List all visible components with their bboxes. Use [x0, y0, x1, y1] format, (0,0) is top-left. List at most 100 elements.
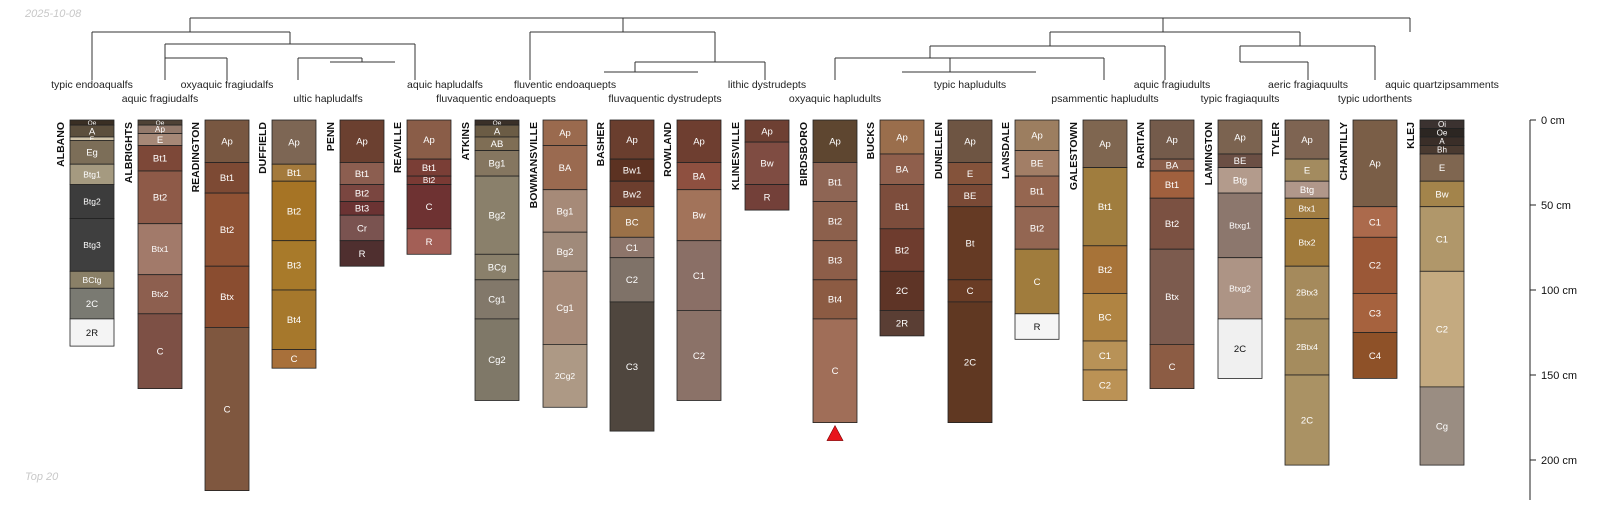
horizon-label: Ap — [693, 137, 705, 148]
horizon-cg1 — [542, 270, 588, 345]
profile-tyler: TYLER Ap E Btg Btx1 Btx2 2Btx3 2Btx4 2C — [1270, 119, 1330, 466]
horizon-bt2 — [879, 228, 925, 272]
taxon-label: fluventic endoaquepts — [514, 79, 616, 91]
taxon-label: oxyaquic fragiudalfs — [181, 79, 274, 91]
horizon-label: C1 — [693, 271, 705, 282]
profile-name: REAVILLE — [392, 122, 404, 173]
horizon-btxg2 — [1217, 257, 1263, 320]
horizon-label: C1 — [1099, 351, 1111, 362]
horizon-label: Ap — [1099, 139, 1111, 150]
horizon-label: E — [967, 169, 973, 180]
horizon-c2 — [609, 257, 655, 303]
horizon-bt1 — [137, 145, 183, 172]
horizon-label: Bt4 — [828, 295, 842, 306]
profile-lansdale: LANSDALE Ap BE Bt1 Bt2 C R — [1000, 119, 1060, 340]
horizon-label: Btxg1 — [1229, 220, 1251, 230]
horizon-label: Ap — [1166, 135, 1178, 146]
horizon-label: Oe — [1437, 129, 1448, 138]
horizon-label: C — [426, 202, 433, 213]
horizon-cg2 — [474, 318, 520, 401]
profile-bowmansville: BOWMANSVILLE Ap BA Bg1 Bg2 Cg1 2Cg2 — [528, 119, 588, 408]
horizon-label: Ap — [221, 137, 233, 148]
horizon-2r — [69, 318, 115, 347]
horizon-label: C — [291, 354, 298, 365]
profile-klinesville: KLINESVILLE Ap Bw R — [730, 119, 790, 211]
profile-name: BIRDSBORO — [798, 122, 810, 186]
horizon-label: Bg2 — [557, 247, 574, 258]
profile-name: ALBANO — [55, 122, 67, 167]
horizon-ba — [542, 145, 588, 191]
horizon-label: Bt2 — [828, 216, 842, 227]
profile-reaville: REAVILLE Ap Bt1 Bt2 C R — [392, 119, 452, 255]
horizon-label: 2Btx3 — [1296, 288, 1318, 298]
horizon-label: C2 — [1099, 381, 1111, 392]
horizon-label: Bg1 — [489, 159, 506, 170]
horizon-label: Bt1 — [895, 202, 909, 213]
horizon-label: Bg1 — [557, 206, 574, 217]
taxon-label: typic endoaqualfs — [51, 79, 133, 91]
horizon-bt2 — [1149, 197, 1195, 250]
horizon-2r — [879, 309, 925, 337]
horizon-label: Bt3 — [287, 261, 301, 272]
profile-basher: BASHER Ap Bw1 Bw2 BC C1 C2 C3 — [595, 119, 655, 432]
horizon-label: BE — [1031, 159, 1044, 170]
profile-galestown: GALESTOWN Ap Bt1 Bt2 BC C1 C2 — [1068, 119, 1128, 401]
horizon-ap — [1284, 119, 1330, 160]
horizon-label: Btg2 — [83, 197, 101, 207]
horizon-c4 — [1352, 332, 1398, 379]
horizon-label: Btxg2 — [1229, 283, 1251, 293]
horizon-bt2 — [204, 192, 250, 267]
horizon-label: C — [1034, 277, 1041, 288]
horizon-label: Bt2 — [1030, 223, 1044, 234]
horizon-label: Btx1 — [1298, 203, 1315, 213]
horizon-c3 — [609, 301, 655, 432]
taxon-label: aquic fragiudults — [1134, 79, 1210, 91]
horizon-bt1 — [1082, 167, 1128, 247]
axis-tick-label: 150 cm — [1541, 370, 1577, 382]
horizon-label: Bw — [760, 159, 773, 170]
horizon-label: Bt2 — [355, 188, 369, 199]
horizon-label: Bw1 — [623, 165, 641, 176]
horizon-label: C3 — [1369, 308, 1381, 319]
horizon-label: Bt2 — [423, 176, 436, 185]
horizon-ap — [271, 119, 317, 165]
profile-name: READINGTON — [190, 122, 202, 192]
horizon-c — [1149, 343, 1195, 389]
horizon-label: C1 — [1369, 217, 1381, 228]
horizon-label: Btx2 — [151, 289, 168, 299]
horizon-label: Bt2 — [895, 245, 909, 256]
horizon-btg — [1217, 167, 1263, 194]
taxon-label: aquic quartzipsamments — [1385, 79, 1499, 91]
horizon-bg1 — [542, 189, 588, 233]
horizon-label: E — [157, 135, 163, 146]
horizon-ap — [947, 119, 993, 163]
red-triangle-icon — [826, 424, 844, 441]
horizon-bt3 — [812, 240, 858, 281]
horizon-label: BE — [964, 191, 977, 202]
profile-name: LANSDALE — [1000, 122, 1012, 179]
horizon-label: R — [359, 249, 366, 260]
horizon-2c — [69, 287, 115, 320]
horizon-label: BC — [1098, 313, 1111, 324]
horizon-bt1 — [812, 162, 858, 202]
horizon-label: C1 — [1436, 234, 1448, 245]
horizon-label: BA — [559, 163, 572, 174]
horizon-label: Btx1 — [151, 244, 168, 254]
horizon-label: Bt4 — [287, 315, 301, 326]
horizon-ap — [609, 119, 655, 160]
horizon-label: A — [1439, 137, 1445, 146]
horizon-label: Bt3 — [355, 204, 369, 215]
horizon-cg — [1419, 386, 1465, 466]
horizon-label: Bt1 — [1165, 180, 1179, 191]
horizon-label: Bg2 — [489, 211, 506, 222]
horizon-label: C2 — [1369, 261, 1381, 272]
horizon-label: 2C — [1234, 344, 1246, 355]
horizon-2c — [947, 301, 993, 423]
horizon-label: BCg — [488, 262, 506, 273]
horizon-label: 2R — [86, 328, 98, 339]
horizon-label: C3 — [626, 362, 638, 373]
horizon-label: C — [967, 286, 974, 297]
horizon-label: Ap — [288, 137, 300, 148]
